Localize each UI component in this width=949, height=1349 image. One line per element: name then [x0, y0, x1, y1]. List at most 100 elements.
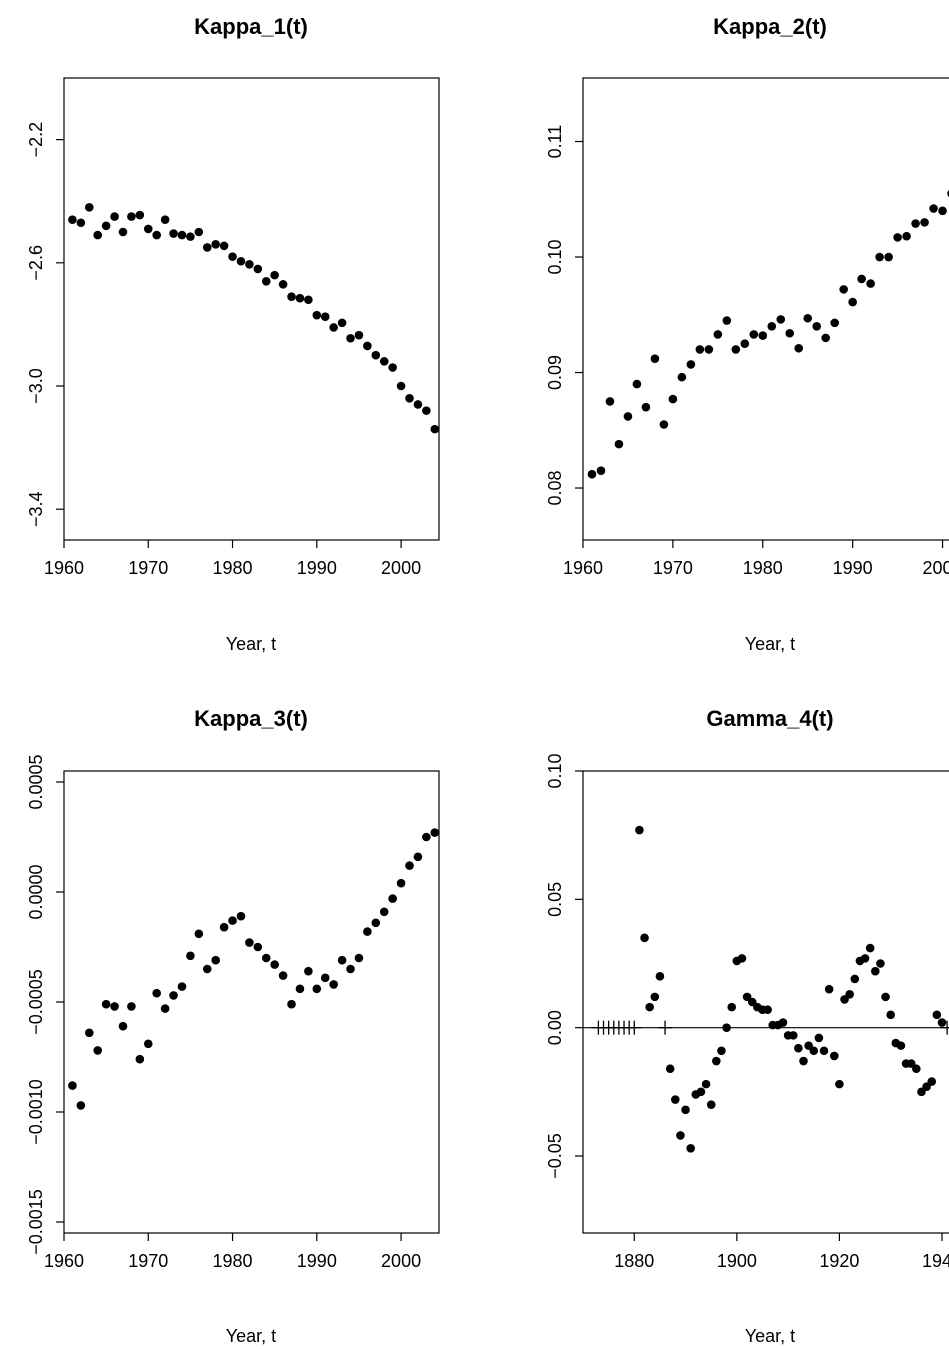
x-axis: 1960 1970 1980 1990 2000: [44, 540, 421, 578]
kappa-2-panel: Kappa_2(t) 1960 1970 1980 1990 2000 0.08 0.09…: [545, 14, 949, 654]
data-point: [186, 232, 195, 241]
data-point: [278, 971, 288, 980]
data-point: [413, 400, 423, 409]
data-point: [876, 959, 885, 968]
cross-marker: [627, 1020, 642, 1035]
data-point: [76, 1101, 86, 1110]
x-tick-label: 1990: [297, 558, 337, 578]
data-point: [68, 215, 77, 224]
data-point: [422, 406, 431, 415]
data-point: [845, 990, 854, 999]
y-axis: −0.05 0.00 0.05 0.10: [545, 753, 583, 1179]
data-point: [645, 1002, 654, 1012]
data-point: [938, 206, 947, 216]
y-tick-label: 0.05: [545, 882, 565, 917]
x-tick-label: 1970: [128, 558, 168, 578]
data-point: [767, 322, 777, 331]
kappa-3-panel: Kappa_3(t) 1960 1970 1980 1990 2000 −0.0015−…: [26, 706, 440, 1346]
data-point: [650, 354, 660, 363]
data-point: [937, 1018, 947, 1027]
x-tick-label: 1960: [44, 1251, 84, 1271]
y-tick-label: 0.00: [545, 1010, 565, 1045]
data-point: [202, 964, 212, 974]
data-point: [93, 1046, 103, 1055]
data-point: [799, 1056, 808, 1066]
data-point: [396, 381, 406, 391]
data-point: [194, 929, 204, 939]
x-tick-label: 1960: [44, 558, 84, 578]
data-point: [740, 339, 750, 348]
data-point: [668, 394, 678, 404]
data-point: [788, 1031, 798, 1040]
data-point: [860, 954, 870, 963]
data-point: [881, 992, 890, 1002]
x-tick-label: 1960: [563, 558, 603, 578]
data-point: [143, 1039, 153, 1049]
data-point: [422, 832, 431, 842]
data-point: [177, 230, 187, 240]
data-point: [632, 379, 642, 389]
data-point: [236, 911, 246, 921]
x-tick-label: 1980: [213, 558, 253, 578]
data-point: [848, 297, 857, 307]
data-point: [270, 960, 279, 969]
data-point: [135, 210, 145, 220]
data-point: [605, 397, 615, 406]
data-point: [812, 322, 822, 331]
data-point: [814, 1033, 824, 1043]
data-point: [681, 1105, 690, 1115]
data-point: [717, 1046, 726, 1056]
data-point: [614, 439, 624, 449]
data-point: [101, 999, 111, 1009]
data-point: [363, 341, 372, 351]
data-point: [677, 372, 687, 382]
panel-title: Gamma_4(t): [706, 706, 833, 731]
data-point: [84, 1028, 94, 1038]
plot-frame: [63, 77, 440, 541]
cross-marker: [945, 1027, 949, 1029]
x-tick-label: 2000: [923, 558, 949, 578]
data-point: [430, 424, 440, 434]
data-point: [295, 984, 305, 994]
data-point: [912, 1064, 921, 1074]
x-axis-label: Year, t: [745, 634, 795, 654]
data-point: [686, 360, 696, 369]
y-axis: 0.08 0.09 0.10 0.11: [545, 125, 583, 506]
x-axis-label: Year, t: [745, 1326, 795, 1346]
data-point: [665, 1064, 675, 1074]
y-tick-label: 0.0005: [26, 754, 46, 809]
data-point: [640, 933, 649, 943]
data-point: [763, 1005, 772, 1014]
data-point: [587, 469, 597, 479]
data-point: [671, 1095, 680, 1104]
data-point: [722, 316, 732, 325]
data-point: [835, 1079, 844, 1089]
data-point: [110, 212, 119, 221]
data-point: [135, 1054, 145, 1064]
data-point: [650, 992, 660, 1002]
x-tick-label: 1970: [128, 1251, 168, 1271]
data-point: [186, 951, 195, 961]
data-point: [731, 345, 741, 354]
data-point: [101, 221, 111, 231]
y-tick-label: −3.0: [26, 368, 46, 404]
data-point: [261, 953, 271, 963]
data-point: [819, 1046, 829, 1056]
data-point: [219, 241, 229, 251]
data-point: [803, 313, 813, 323]
data-point: [379, 357, 389, 366]
data-point: [371, 918, 381, 928]
data-point: [713, 330, 723, 339]
data-point: [177, 982, 187, 991]
data-point: [143, 224, 153, 234]
y-tick-label: −3.4: [26, 491, 46, 527]
data-point: [850, 974, 860, 984]
data-point: [253, 942, 263, 952]
x-axis-label: Year, t: [226, 634, 276, 654]
data-point: [706, 1100, 716, 1109]
data-point: [127, 1002, 136, 1011]
data-point: [749, 330, 759, 339]
data-point: [794, 1043, 803, 1053]
data-points: [587, 190, 949, 479]
